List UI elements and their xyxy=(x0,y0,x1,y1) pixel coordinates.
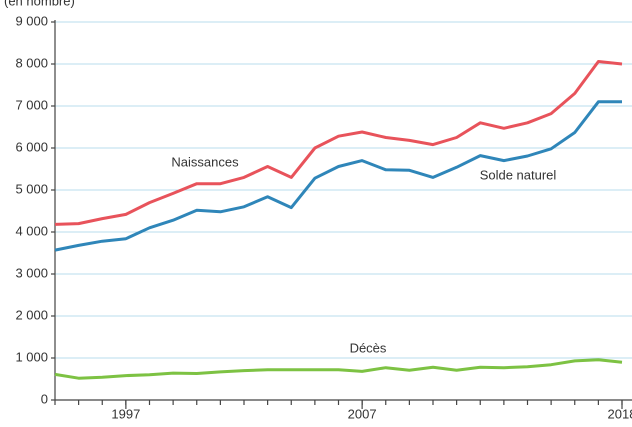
y-tick-label: 1 000 xyxy=(15,349,48,364)
y-tick-label: 8 000 xyxy=(15,55,48,70)
x-tick-label: 1997 xyxy=(111,406,140,421)
y-tick-label: 5 000 xyxy=(15,181,48,196)
y-tick-label: 9 000 xyxy=(15,13,48,28)
series-line xyxy=(54,100,622,252)
y-tick-label: 7 000 xyxy=(15,97,48,112)
series-line xyxy=(54,358,623,380)
chart-subtitle: (en nombre) xyxy=(4,0,75,8)
y-tick-label: 2 000 xyxy=(15,307,48,322)
series-label: Décès xyxy=(350,340,387,355)
series-line xyxy=(54,60,623,226)
x-tick-label: 2018 xyxy=(608,406,632,421)
x-tick-label: 2007 xyxy=(348,406,377,421)
y-tick-label: 4 000 xyxy=(15,223,48,238)
series-label: Naissances xyxy=(171,154,239,169)
series-label: Solde naturel xyxy=(480,167,557,182)
y-tick-label: 0 xyxy=(41,391,48,406)
y-tick-label: 3 000 xyxy=(15,265,48,280)
y-tick-label: 6 000 xyxy=(15,139,48,154)
